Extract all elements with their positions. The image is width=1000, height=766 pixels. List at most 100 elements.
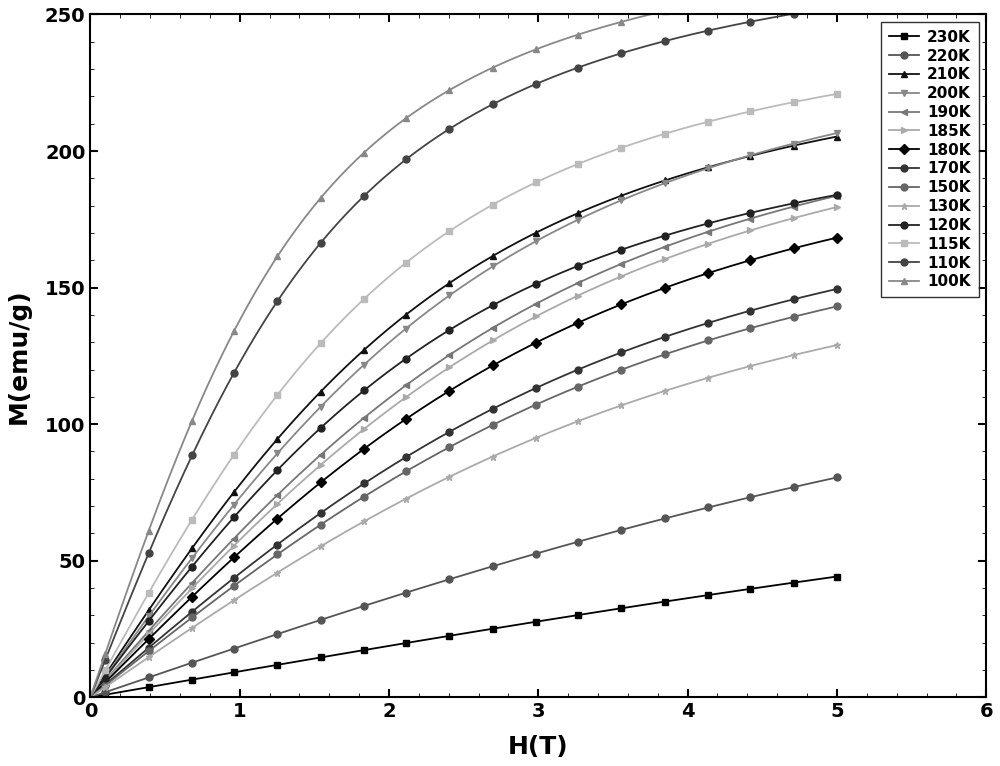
220K: [565, 539, 577, 548]
150K: [300, 530, 312, 539]
230K: [268, 661, 280, 670]
Line: 130K: 130K: [87, 342, 840, 701]
100K: [84, 692, 96, 702]
150K: [831, 302, 843, 311]
200K: [355, 363, 367, 372]
Line: 210K: 210K: [87, 133, 840, 701]
150K: [702, 336, 714, 345]
180K: [84, 692, 96, 702]
220K: [831, 473, 843, 482]
210K: [300, 403, 312, 412]
220K: [574, 537, 586, 546]
190K: [565, 282, 577, 291]
Line: 200K: 200K: [87, 129, 840, 701]
180K: [702, 268, 714, 277]
120K: [574, 260, 586, 270]
220K: [702, 502, 714, 512]
115K: [355, 297, 367, 306]
185K: [355, 427, 367, 436]
220K: [268, 630, 280, 640]
100K: [300, 212, 312, 221]
120K: [84, 692, 96, 702]
200K: [268, 452, 280, 461]
Line: 190K: 190K: [87, 192, 840, 701]
170K: [268, 542, 280, 552]
190K: [300, 463, 312, 473]
185K: [84, 692, 96, 702]
185K: [702, 239, 714, 248]
130K: [831, 341, 843, 350]
230K: [300, 656, 312, 665]
Line: 150K: 150K: [87, 303, 840, 701]
190K: [355, 416, 367, 425]
150K: [355, 494, 367, 503]
120K: [702, 219, 714, 228]
Line: 100K: 100K: [87, 0, 840, 701]
190K: [268, 493, 280, 502]
200K: [574, 214, 586, 224]
100K: [574, 30, 586, 39]
115K: [300, 355, 312, 365]
200K: [84, 692, 96, 702]
Line: 185K: 185K: [87, 204, 840, 701]
Line: 110K: 110K: [87, 3, 840, 701]
185K: [831, 202, 843, 211]
115K: [268, 394, 280, 404]
210K: [268, 438, 280, 447]
110K: [702, 26, 714, 35]
X-axis label: H(T): H(T): [508, 735, 569, 759]
115K: [84, 692, 96, 702]
150K: [565, 385, 577, 394]
190K: [574, 277, 586, 286]
110K: [300, 257, 312, 266]
190K: [702, 227, 714, 236]
130K: [574, 416, 586, 425]
Line: 170K: 170K: [87, 286, 840, 701]
180K: [268, 516, 280, 525]
180K: [565, 322, 577, 331]
185K: [300, 473, 312, 483]
185K: [268, 502, 280, 512]
170K: [355, 481, 367, 490]
210K: [702, 162, 714, 172]
185K: [574, 290, 586, 300]
130K: [702, 373, 714, 382]
200K: [831, 129, 843, 138]
110K: [831, 2, 843, 11]
Line: 230K: 230K: [87, 573, 840, 701]
110K: [84, 692, 96, 702]
Line: 180K: 180K: [87, 234, 840, 701]
150K: [574, 381, 586, 391]
180K: [831, 233, 843, 242]
170K: [84, 692, 96, 702]
210K: [574, 208, 586, 217]
120K: [355, 388, 367, 398]
210K: [84, 692, 96, 702]
210K: [355, 348, 367, 357]
100K: [268, 257, 280, 266]
130K: [565, 420, 577, 429]
180K: [300, 490, 312, 499]
200K: [300, 417, 312, 427]
170K: [702, 319, 714, 328]
230K: [702, 591, 714, 600]
100K: [565, 32, 577, 41]
200K: [702, 164, 714, 173]
110K: [268, 301, 280, 310]
Line: 115K: 115K: [87, 90, 840, 701]
115K: [565, 162, 577, 172]
Legend: 230K, 220K, 210K, 200K, 190K, 185K, 180K, 170K, 150K, 130K, 120K, 115K, 110K, 10: 230K, 220K, 210K, 200K, 190K, 185K, 180K…: [881, 22, 979, 297]
170K: [565, 368, 577, 378]
130K: [84, 692, 96, 702]
185K: [565, 294, 577, 303]
120K: [268, 469, 280, 478]
130K: [300, 551, 312, 560]
190K: [831, 192, 843, 201]
115K: [831, 90, 843, 99]
220K: [355, 602, 367, 611]
230K: [574, 611, 586, 620]
230K: [831, 572, 843, 581]
200K: [565, 219, 577, 228]
130K: [355, 519, 367, 528]
190K: [84, 692, 96, 702]
